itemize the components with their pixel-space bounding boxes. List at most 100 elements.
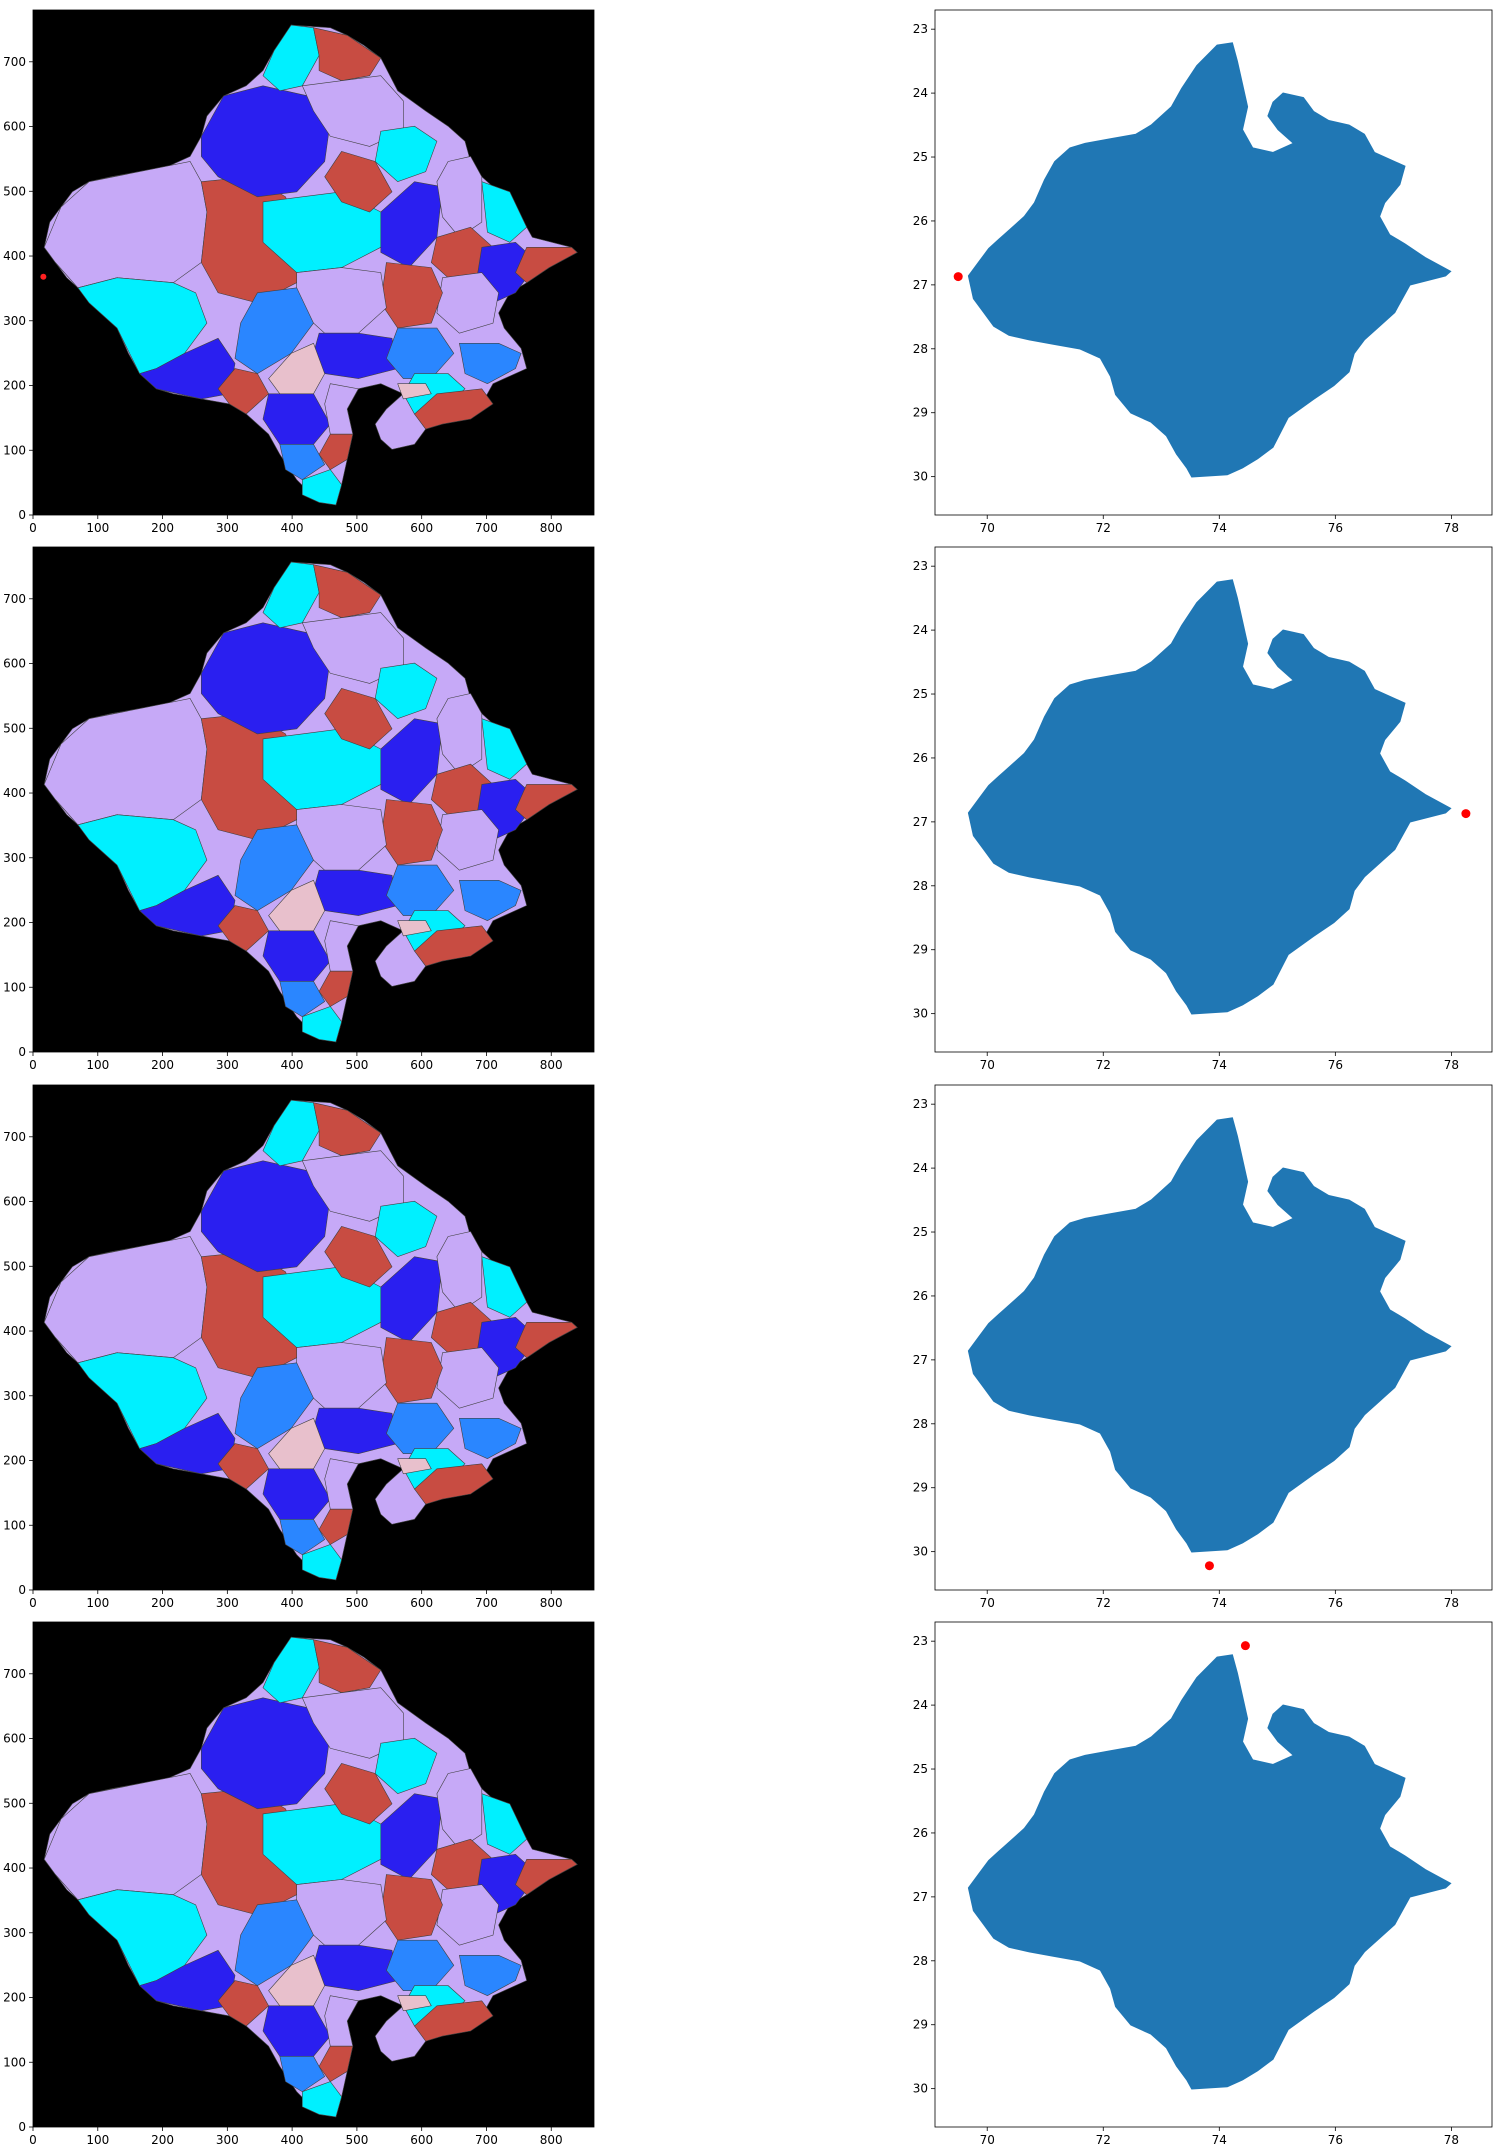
row2-map-plot-area <box>935 547 1492 1052</box>
x-tick-label: 400 <box>281 2133 304 2147</box>
y-tick-label: 0 <box>18 1045 26 1059</box>
x-tick-label: 400 <box>281 521 304 535</box>
district-region <box>459 343 522 385</box>
district-region <box>262 24 320 92</box>
y-tick-label: 25 <box>913 1762 928 1776</box>
district-region <box>414 1463 494 1505</box>
y-tick-label: 500 <box>3 721 26 735</box>
row1-image-plot-area <box>33 10 594 515</box>
y-tick-label: 30 <box>913 470 928 484</box>
y-tick-label: 700 <box>3 55 26 69</box>
x-tick-label: 70 <box>980 2133 995 2147</box>
x-tick-label: 800 <box>540 2133 563 2147</box>
district-region <box>302 1006 342 1043</box>
x-tick-label: 76 <box>1328 1596 1343 1610</box>
district-region <box>302 469 342 506</box>
row2-map: 70 72 74 76 78 23 24 25 26 27 28 29 30 <box>913 546 1493 1072</box>
district-region <box>515 1859 578 1896</box>
x-tick-label: 600 <box>410 521 433 535</box>
image-marker <box>40 273 47 280</box>
y-tick-label: 28 <box>913 879 928 893</box>
district-region <box>318 1508 354 1545</box>
district-region <box>262 1636 320 1704</box>
district-region <box>201 622 331 735</box>
district-region <box>436 1347 499 1409</box>
x-tick-label: 0 <box>29 521 37 535</box>
district-region <box>139 874 236 937</box>
y-tick-label: 700 <box>3 1130 26 1144</box>
y-tick-label: 200 <box>3 916 26 930</box>
x-tick-label: 500 <box>345 521 368 535</box>
x-tick-label: 72 <box>1096 521 1111 535</box>
y-tick-label: 500 <box>3 1796 26 1810</box>
x-tick-label: 300 <box>216 1596 239 1610</box>
district-region <box>302 2081 342 2118</box>
row1-map: 70 72 74 76 78 23 24 25 26 27 28 29 30 <box>913 9 1493 535</box>
y-tick-label: 24 <box>913 1698 928 1712</box>
x-tick-label: 800 <box>540 521 563 535</box>
y-tick-label: 29 <box>913 406 928 420</box>
y-tick-label: 26 <box>913 751 928 765</box>
y-tick-label: 400 <box>3 249 26 263</box>
x-tick-label: 0 <box>29 2133 37 2147</box>
y-tick-label: 100 <box>3 443 26 457</box>
district-region <box>234 1362 314 1449</box>
location-point <box>1204 1561 1214 1571</box>
x-tick-label: 74 <box>1212 1596 1227 1610</box>
row3-image-plot-area <box>33 1085 594 1590</box>
district-region <box>262 561 320 629</box>
y-tick-label: 27 <box>913 815 928 829</box>
x-tick-label: 600 <box>410 1596 433 1610</box>
y-tick-label: 200 <box>3 1454 26 1468</box>
district-region <box>234 287 314 374</box>
district-region <box>318 433 354 470</box>
district-region <box>217 1443 269 1490</box>
district-region <box>139 337 236 400</box>
y-tick-label: 600 <box>3 1195 26 1209</box>
y-tick-label: 27 <box>913 1890 928 1904</box>
x-tick-label: 72 <box>1096 1058 1111 1072</box>
district-region <box>313 869 399 916</box>
y-tick-label: 600 <box>3 657 26 671</box>
district-region <box>313 564 382 619</box>
district-region <box>481 1256 528 1318</box>
y-tick-label: 27 <box>913 1353 928 1367</box>
district-region <box>313 1407 399 1455</box>
x-tick-label: 0 <box>29 1058 37 1072</box>
row4-image: 0 100 200 300 400 500 600 700 800 0 100 200 300 400 50… <box>3 1621 595 2147</box>
state-map-shape <box>967 1117 1452 1553</box>
district-region <box>515 1322 578 1359</box>
x-tick-label: 72 <box>1096 1596 1111 1610</box>
district-region <box>436 809 499 871</box>
x-tick-label: 500 <box>345 2133 368 2147</box>
y-tick-label: 400 <box>3 786 26 800</box>
district-region <box>139 1412 236 1475</box>
district-region <box>397 1995 432 2012</box>
x-tick-label: 200 <box>151 1596 174 1610</box>
district-region <box>279 444 326 481</box>
x-tick-label: 78 <box>1444 1058 1459 1072</box>
x-tick-label: 600 <box>410 2133 433 2147</box>
y-tick-label: 0 <box>18 1583 26 1597</box>
x-tick-label: 74 <box>1212 1058 1227 1072</box>
x-tick-label: 72 <box>1096 2133 1111 2147</box>
district-region <box>313 332 399 379</box>
district-region <box>262 1099 320 1167</box>
x-tick-label: 100 <box>86 1596 109 1610</box>
x-tick-label: 800 <box>540 1596 563 1610</box>
y-tick-label: 24 <box>913 86 928 100</box>
y-tick-label: 30 <box>913 1545 928 1559</box>
axes-frame <box>32 9 595 516</box>
y-tick-label: 300 <box>3 851 26 865</box>
y-tick-label: 25 <box>913 687 928 701</box>
x-tick-label: 800 <box>540 1058 563 1072</box>
x-tick-label: 70 <box>980 521 995 535</box>
x-tick-label: 74 <box>1212 521 1227 535</box>
y-tick-label: 0 <box>18 508 26 522</box>
x-tick-label: 300 <box>216 2133 239 2147</box>
district-region <box>481 181 528 243</box>
axes-frame <box>934 546 1493 1053</box>
district-region <box>201 85 331 198</box>
y-tick-label: 25 <box>913 1225 928 1239</box>
district-region <box>234 824 314 911</box>
